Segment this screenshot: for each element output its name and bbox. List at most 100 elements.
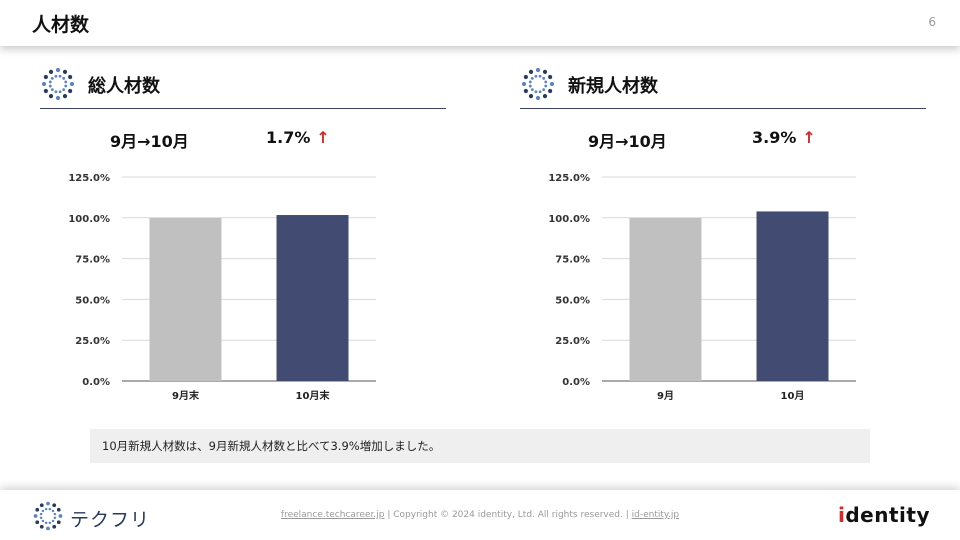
footer-links: freelance.techcareer.jp | Copyright © 20… [0, 510, 960, 520]
logo-dot [528, 94, 534, 99]
up-arrow-icon: ↑ [316, 128, 330, 147]
footer-separator: | [387, 510, 391, 520]
logo-dot [62, 76, 66, 80]
logo-dot [58, 90, 62, 94]
logo-dot [52, 524, 57, 529]
logo-dot [51, 519, 55, 523]
logo-dot [62, 88, 66, 92]
logo-dot [50, 88, 54, 92]
logo-dot [43, 88, 48, 94]
logo-dot [542, 76, 546, 80]
slide-footer: テクフリ freelance.techcareer.jp | Copyright… [0, 490, 960, 540]
logo-dot [534, 74, 538, 78]
logo-dot [46, 501, 50, 506]
logo-dot [542, 94, 548, 99]
summary-note: 10月新規人材数は、9月新規人材数と比べて3.9%増加しました。 [90, 429, 870, 463]
logo-dot [46, 526, 50, 531]
logo-dot [58, 514, 63, 518]
logo-dot [549, 81, 555, 87]
stat-change-total: 1.7% ↑ [266, 128, 330, 147]
logo-dot [530, 88, 534, 92]
logo-dot [39, 512, 43, 516]
chart-new: 125.0% 100.0% 75.0% 50.0% 25.0% 0.0% 9月 10月 [548, 173, 856, 402]
logo-dot [542, 88, 546, 92]
section-header-new: 新規人材数 [520, 66, 926, 109]
logo-dot [48, 507, 52, 511]
link-freelance-techcareer[interactable]: freelance.techcareer.jp [280, 510, 385, 520]
identity-logo-initial: i [838, 503, 846, 527]
y-tick-label: 25.0% [75, 336, 110, 347]
logo-dot [534, 90, 538, 94]
y-tick-label: 25.0% [555, 336, 590, 347]
logo-dot [528, 84, 532, 88]
stat-change-value: 1.7% [266, 128, 311, 147]
stat-change-value: 3.9% [752, 128, 797, 147]
logo-dot [55, 67, 61, 73]
logo-dot [55, 95, 61, 101]
y-tick-label: 125.0% [68, 173, 110, 184]
y-tick-label: 100.0% [68, 214, 110, 225]
summary-note-text: 10月新規人材数は、9月新規人材数と比べて3.9%増加しました。 [102, 439, 441, 453]
logo-dot [68, 74, 73, 80]
logo-dot [548, 88, 553, 94]
section-header-total: 総人材数 [40, 66, 446, 109]
copyright-text: Copyright © 2024 identity, Ltd. All righ… [393, 510, 623, 520]
logo-dot [44, 521, 48, 525]
y-tick-label: 50.0% [75, 295, 110, 306]
section-divider [520, 108, 926, 109]
logo-dot [35, 520, 40, 525]
y-tick-label: 75.0% [75, 255, 110, 266]
logo-dot [39, 516, 43, 520]
dots-circle-icon [41, 67, 75, 101]
page-title: 人材数 [32, 14, 90, 36]
logo-dot [56, 520, 61, 525]
logo-dot [43, 74, 48, 80]
logo-dot [54, 74, 58, 78]
dots-circle-icon [521, 67, 555, 101]
identity-logo: identity [838, 503, 930, 527]
logo-dot [41, 519, 45, 523]
logo-dot [62, 69, 68, 74]
bar [629, 217, 702, 381]
y-tick-label: 125.0% [548, 173, 590, 184]
section-divider [40, 108, 446, 109]
logo-dot [64, 84, 68, 88]
footer-separator: | [625, 510, 629, 520]
logo-dot [48, 84, 52, 88]
logo-dot [521, 81, 527, 87]
logo-dot [48, 94, 54, 99]
logo-dot [54, 90, 58, 94]
page-number: 6 [928, 15, 936, 29]
logo-dot [544, 84, 548, 88]
stat-change-new: 3.9% ↑ [752, 128, 816, 147]
link-id-entity[interactable]: id-entity.jp [631, 510, 680, 520]
logo-dot [69, 81, 75, 87]
y-tick-label: 50.0% [555, 295, 590, 306]
logo-dot [39, 503, 44, 508]
y-tick-label: 0.0% [562, 377, 590, 388]
logo-dot [523, 88, 528, 94]
logo-dot [56, 507, 61, 512]
logo-dot [44, 507, 48, 511]
logo-dot [535, 95, 541, 101]
y-tick-label: 100.0% [548, 214, 590, 225]
logo-dot [523, 74, 528, 80]
x-tick-label: 9月末 [172, 389, 200, 402]
logo-dot [48, 80, 52, 84]
logo-dot [35, 507, 40, 512]
bar [276, 215, 349, 381]
logo-dot [53, 512, 57, 516]
bar [756, 211, 829, 381]
logo-dot [62, 94, 68, 99]
section-title-new: 新規人材数 [568, 76, 658, 97]
logo-dot [48, 69, 54, 74]
x-tick-label: 10月末 [296, 389, 331, 402]
logo-dot [528, 80, 532, 84]
x-tick-label: 9月 [657, 390, 674, 402]
logo-dot [530, 76, 534, 80]
logo-dot [542, 69, 548, 74]
logo-dot [41, 509, 45, 513]
logo-dot [528, 69, 534, 74]
stat-period-total: 9月→10月 [110, 132, 189, 151]
techfuri-logo-icon [33, 501, 63, 531]
